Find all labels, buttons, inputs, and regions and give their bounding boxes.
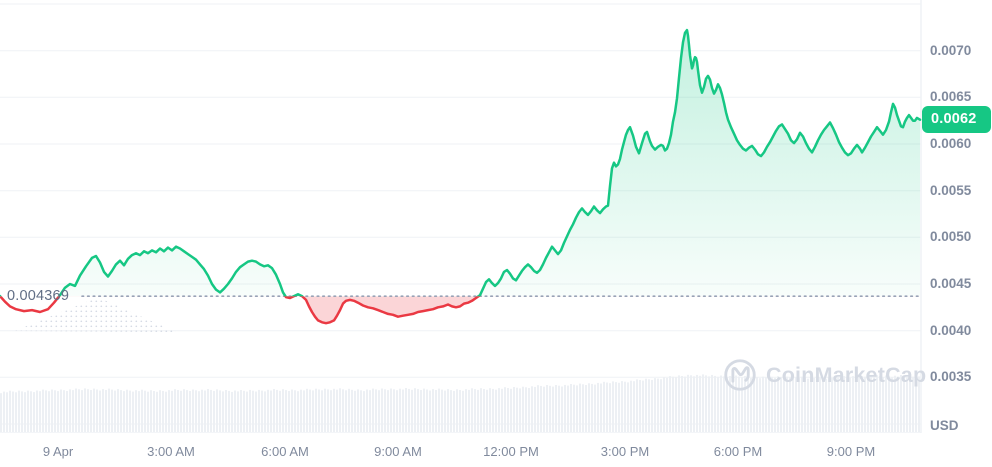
y-axis-label-0.0035: 0.0035 (930, 369, 972, 385)
current-price-badge: 0.0062 (922, 106, 991, 134)
price-line-up (0, 28, 922, 297)
y-axis-label-0.0040: 0.0040 (930, 322, 972, 338)
x-axis-label-6-00-am: 6:00 AM (261, 444, 309, 459)
previous-close-label: 0.004369 (7, 287, 70, 304)
x-axis-label-9-00-pm: 9:00 PM (826, 444, 876, 459)
y-axis-label-0.0065: 0.0065 (930, 89, 972, 105)
y-axis-label-0.0050: 0.0050 (930, 229, 972, 245)
x-axis-label-12-00-pm: 12:00 PM (483, 444, 539, 459)
volume-bars (0, 374, 920, 432)
x-axis-label-6-00-pm: 6:00 PM (713, 444, 763, 459)
y-axis-label-0.0070: 0.0070 (930, 42, 972, 58)
price-area-up (60, 30, 920, 297)
x-axis-label-9-00-am: 9:00 AM (374, 444, 422, 459)
x-axis-label-3-00-pm: 3:00 PM (600, 444, 650, 459)
x-axis-label-9-apr: 9 Apr (42, 444, 74, 459)
y-axis-label-0.0060: 0.0060 (930, 136, 972, 151)
chart-plot-area[interactable] (0, 0, 922, 438)
price-area-down (285, 296, 479, 324)
y-axis-label-0.0055: 0.0055 (930, 182, 972, 198)
y-axis-label-0.0045: 0.0045 (930, 276, 972, 291)
dot-pattern-area (14, 297, 176, 332)
x-axis-label-3-00-am: 3:00 AM (147, 444, 195, 459)
y-axis-currency-label: USD (930, 418, 959, 433)
